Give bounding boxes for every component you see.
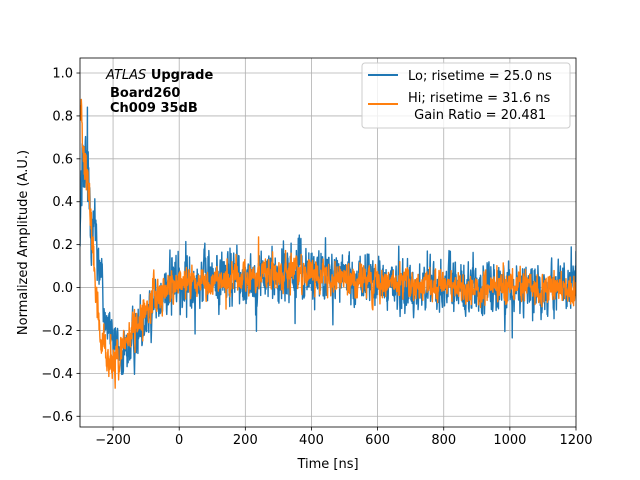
x-axis-label: Time [ns] [296,457,358,472]
axes-frame [79,57,577,428]
x-tick-label-1: 0 [175,433,183,448]
legend-label-lo: Lo; risetime = 25.0 ns [408,69,552,84]
atlas-channel-label: Ch009 35dB [110,101,198,116]
atlas-annotation: ATLAS Upgrade Board260 Ch009 35dB [105,68,213,116]
x-tick-label-6: 1000 [493,433,526,448]
atlas-line-1: ATLAS Upgrade [105,68,213,83]
legend-gain-ratio: Gain Ratio = 20.481 [410,108,546,123]
y-tick-label-6: 0.6 [52,152,73,167]
legend-box [361,62,571,129]
atlas-upgrade-label: Upgrade [151,68,214,83]
y-tick-label-0: −0.6 [41,410,73,425]
series-layer [80,98,576,389]
legend-label-hi: Hi; risetime = 31.6 ns [408,91,550,106]
y-tick-label-2: −0.2 [41,324,73,339]
x-tick-label-5: 800 [431,433,456,448]
y-tick-label-5: 0.4 [52,195,73,210]
y-axis-label: Normalized Amplitude (A.U.) [16,150,31,335]
x-tick-label-3: 400 [299,433,324,448]
x-tick-label-2: 200 [233,433,258,448]
y-tick-label-4: 0.2 [52,238,73,253]
series-line-hi [80,98,576,389]
y-tick-label-3: 0.0 [52,281,73,296]
y-tick-label-8: 1.0 [52,67,73,82]
legend: Lo; risetime = 25.0 ns Hi; risetime = 31… [361,62,571,129]
atlas-italic-label: ATLAS [105,68,146,83]
x-tick-label-7: 1200 [559,433,592,448]
tick-layer: −200 0 200 400 600 800 1000 1200 −0.6 −0.4 −0.2 0.0… [41,67,592,448]
y-tick-label-7: 0.8 [52,109,73,124]
x-tick-label-0: −200 [95,433,131,448]
x-tick-label-4: 600 [365,433,390,448]
atlas-board-label: Board260 [110,86,180,101]
y-tick-label-1: −0.4 [41,367,73,382]
